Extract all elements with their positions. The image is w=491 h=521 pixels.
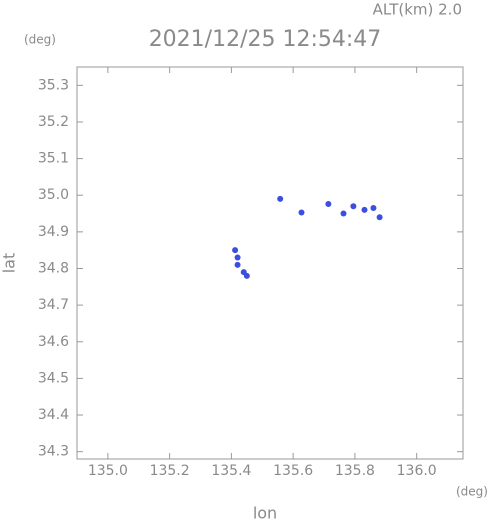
echo-point [298, 209, 305, 216]
echo-point [277, 195, 284, 202]
echo-point [350, 203, 357, 210]
y-tick-label: 34.4 [38, 407, 69, 423]
echo-point [234, 261, 241, 268]
x-unit: (deg) [456, 485, 488, 499]
y-tick-label: 35.2 [38, 114, 69, 130]
y-tick-label: 35.1 [38, 151, 69, 167]
echo-point [234, 254, 241, 261]
x-tick-label: 135.4 [211, 463, 251, 479]
plot-frame [76, 66, 464, 460]
echo-point [376, 214, 383, 221]
x-tick-label: 136.0 [397, 463, 437, 479]
echo-point [370, 205, 377, 212]
x-axis-label: lon [253, 504, 277, 521]
x-tick-label: 135.8 [335, 463, 375, 479]
y-tick-label: 34.9 [38, 224, 69, 240]
chart-subtitle: ALT(km) 2.0 [373, 1, 462, 19]
y-tick-label: 34.7 [38, 297, 69, 313]
y-axis-label: lat [0, 253, 19, 274]
y-tick-label: 35.0 [38, 187, 69, 203]
y-tick-label: 34.8 [38, 260, 69, 276]
y-unit: (deg) [24, 33, 56, 47]
x-tick-label: 135.2 [150, 463, 190, 479]
x-tick-label: 135.0 [88, 463, 128, 479]
echo-point [325, 201, 332, 208]
echo-point [361, 206, 368, 213]
echo-point [232, 247, 239, 254]
y-tick-label: 34.3 [38, 444, 69, 460]
y-tick-label: 35.3 [38, 77, 69, 93]
y-tick-label: 34.6 [38, 334, 69, 350]
x-tick-label: 135.6 [273, 463, 313, 479]
echo-point [340, 210, 347, 217]
chart-title: 2021/12/25 12:54:47 [149, 27, 382, 52]
echo-point [243, 272, 250, 279]
y-tick-label: 34.5 [38, 370, 69, 386]
